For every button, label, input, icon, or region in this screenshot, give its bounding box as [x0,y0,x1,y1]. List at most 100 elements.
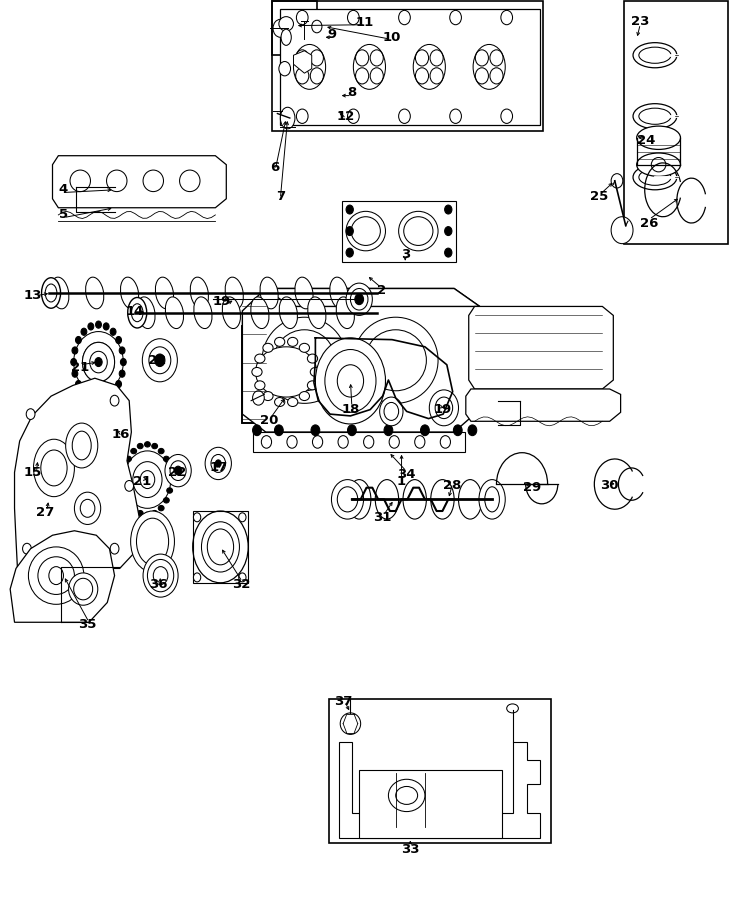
Text: 18: 18 [342,403,360,416]
Text: 23: 23 [631,14,649,28]
Ellipse shape [120,358,126,365]
Text: 22: 22 [148,354,166,367]
Ellipse shape [299,392,309,400]
Ellipse shape [346,284,372,315]
Ellipse shape [119,370,125,377]
Ellipse shape [388,779,425,812]
Ellipse shape [445,227,452,236]
Text: 5: 5 [59,209,68,221]
Ellipse shape [279,61,290,76]
Polygon shape [339,742,540,838]
Ellipse shape [194,297,212,328]
Ellipse shape [121,477,127,482]
Ellipse shape [158,448,164,454]
Ellipse shape [137,444,143,449]
Ellipse shape [262,317,347,403]
Ellipse shape [331,480,364,519]
Ellipse shape [202,522,240,572]
Text: 10: 10 [383,31,401,44]
Ellipse shape [152,510,158,516]
Ellipse shape [81,328,86,336]
Ellipse shape [75,337,81,344]
Ellipse shape [473,44,505,89]
Ellipse shape [75,492,100,525]
Ellipse shape [347,425,356,436]
Ellipse shape [216,460,221,467]
Text: 29: 29 [523,482,542,494]
Ellipse shape [281,29,291,45]
Text: 27: 27 [36,507,54,519]
Ellipse shape [110,395,119,406]
Ellipse shape [468,425,476,436]
Polygon shape [53,156,226,208]
Ellipse shape [103,323,109,330]
Ellipse shape [106,170,127,192]
Ellipse shape [330,277,348,309]
Text: 21: 21 [71,361,89,374]
Polygon shape [468,306,614,389]
Ellipse shape [253,391,265,405]
Ellipse shape [315,338,386,424]
Ellipse shape [165,454,191,487]
Bar [242,326,458,423]
Ellipse shape [307,354,317,363]
Polygon shape [266,289,479,306]
Ellipse shape [122,466,128,472]
Text: 22: 22 [168,466,185,479]
Ellipse shape [26,409,35,419]
Ellipse shape [633,42,677,68]
Text: 14: 14 [125,305,144,319]
Ellipse shape [71,358,77,365]
Text: 24: 24 [637,134,655,147]
Ellipse shape [399,11,410,24]
Ellipse shape [125,498,131,503]
Polygon shape [10,531,114,622]
Text: 13: 13 [23,289,42,302]
Ellipse shape [340,713,361,734]
Ellipse shape [193,511,248,583]
Text: 33: 33 [401,842,419,856]
Ellipse shape [445,205,452,214]
Ellipse shape [637,126,680,149]
Ellipse shape [82,342,114,382]
Ellipse shape [450,11,462,24]
Text: 35: 35 [78,618,97,632]
Ellipse shape [312,20,322,32]
Ellipse shape [130,511,174,572]
Ellipse shape [225,277,243,309]
Ellipse shape [399,212,438,251]
Ellipse shape [507,704,518,713]
Text: 2: 2 [377,284,386,297]
Ellipse shape [72,346,78,354]
Ellipse shape [95,321,101,328]
Text: 31: 31 [373,511,391,524]
Ellipse shape [166,466,172,472]
Ellipse shape [380,397,403,426]
Ellipse shape [346,212,386,251]
Text: 11: 11 [356,15,374,29]
Ellipse shape [311,425,320,436]
Text: 6: 6 [270,161,280,174]
Ellipse shape [279,297,298,328]
Ellipse shape [479,480,505,519]
Ellipse shape [222,297,240,328]
Ellipse shape [137,297,155,328]
Ellipse shape [274,425,283,436]
Ellipse shape [310,367,320,376]
Ellipse shape [163,498,169,503]
Ellipse shape [296,11,308,24]
Ellipse shape [299,343,309,352]
Text: 21: 21 [133,475,152,488]
Ellipse shape [69,573,97,605]
Ellipse shape [128,298,147,328]
Text: 28: 28 [443,480,462,492]
Ellipse shape [166,488,172,493]
Ellipse shape [273,19,287,37]
Ellipse shape [110,389,116,396]
Text: 9: 9 [328,28,336,41]
Ellipse shape [260,277,279,309]
Ellipse shape [633,104,677,129]
Ellipse shape [66,423,97,468]
Ellipse shape [611,174,623,188]
Ellipse shape [168,477,174,482]
